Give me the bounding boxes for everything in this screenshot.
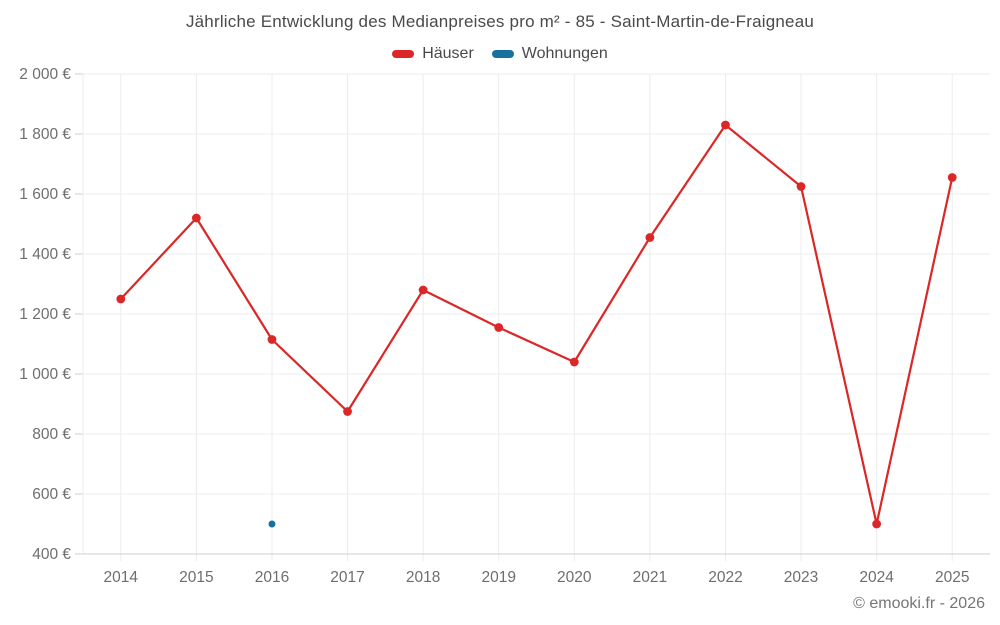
x-tick-label: 2018	[406, 569, 440, 586]
x-tick-label: 2025	[935, 569, 969, 586]
x-tick-label: 2014	[104, 569, 139, 586]
legend-label-wohnungen: Wohnungen	[521, 45, 608, 62]
x-tick-label: 2024	[859, 569, 894, 586]
haeuser-point-2024[interactable]	[872, 519, 882, 529]
x-tick-label: 2016	[255, 569, 289, 586]
haeuser-point-2025[interactable]	[947, 173, 957, 182]
x-tick-label: 2017	[330, 569, 364, 586]
legend: Häuser Wohnungen	[0, 45, 1000, 63]
haeuser-point-2020[interactable]	[569, 357, 579, 367]
legend-label-haeuser: Häuser	[422, 45, 474, 62]
y-tick-label: 1 000 €	[19, 366, 71, 383]
x-tick-label: 2015	[179, 569, 213, 586]
y-tick-label: 800 €	[32, 426, 71, 443]
x-tick-label: 2020	[557, 569, 592, 586]
legend-item-haeuser[interactable]: Häuser	[392, 45, 474, 63]
haeuser-point-2022[interactable]	[721, 120, 730, 130]
haeuser-point-2014[interactable]	[116, 294, 126, 304]
haeuser-point-2023[interactable]	[796, 182, 806, 191]
wohnungen-point-2016[interactable]	[268, 520, 276, 528]
legend-item-wohnungen[interactable]: Wohnungen	[491, 45, 608, 63]
haeuser-point-2016[interactable]	[267, 335, 277, 344]
haeuser-line	[119, 123, 954, 526]
haeuser-point-2018[interactable]	[418, 285, 428, 295]
y-tick-label: 400 €	[32, 546, 71, 563]
y-tick-label: 1 800 €	[19, 126, 71, 143]
chart-title: Jährliche Entwicklung des Medianpreises …	[185, 12, 815, 31]
y-tick-label: 1 200 €	[19, 306, 71, 323]
y-tick-label: 1 600 €	[19, 186, 71, 203]
copyright-credit: © emooki.fr - 2026	[853, 595, 985, 612]
legend-swatch-wohnungen-icon	[491, 50, 514, 58]
haeuser-point-2019[interactable]	[494, 323, 504, 332]
haeuser-point-2021[interactable]	[645, 233, 655, 242]
x-tick-label: 2019	[481, 569, 515, 586]
y-tick-label: 600 €	[32, 486, 71, 503]
y-tick-label: 2 000 €	[19, 66, 71, 83]
x-tick-label: 2023	[784, 569, 818, 586]
y-tick-label: 1 400 €	[19, 246, 71, 263]
haeuser-point-2017[interactable]	[343, 407, 352, 416]
x-tick-label: 2021	[633, 569, 667, 586]
x-tick-label: 2022	[708, 569, 742, 586]
haeuser-point-2015[interactable]	[191, 213, 201, 223]
legend-swatch-haeuser-icon	[392, 50, 415, 58]
